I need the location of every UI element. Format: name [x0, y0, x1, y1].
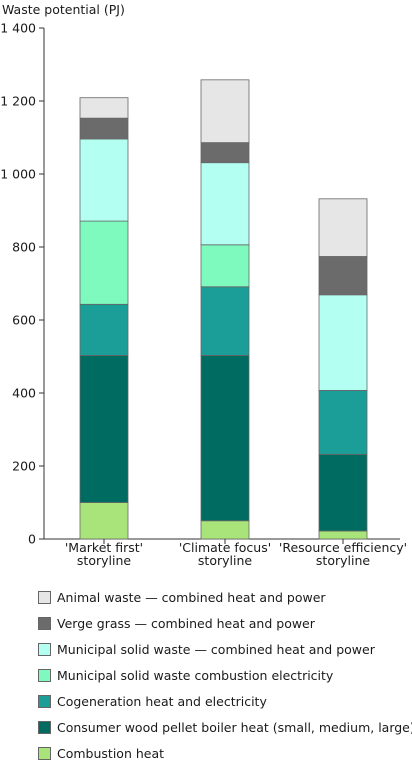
legend-label: Consumer wood pellet boiler heat (small,… — [57, 720, 412, 735]
y-tick-label: 200 — [12, 459, 36, 474]
x-tick-label: 'Market first' — [65, 540, 143, 555]
legend-item: Animal waste — combined heat and power — [38, 589, 410, 615]
x-tick-label: 'Climate focus' — [179, 540, 271, 555]
legend-label: Cogeneration heat and electricity — [57, 694, 267, 709]
legend-label: Verge grass — combined heat and power — [57, 616, 315, 631]
bar-segment — [318, 530, 368, 540]
legend-label: Municipal solid waste — combined heat an… — [57, 642, 375, 657]
bar-segment — [200, 244, 250, 288]
legend-swatch — [38, 591, 51, 604]
bar-segment — [200, 520, 250, 540]
legend-item: Municipal solid waste — combined heat an… — [38, 641, 410, 667]
bar-segment — [318, 390, 368, 455]
y-tick-label: 800 — [12, 240, 36, 255]
y-tick-label: 1 000 — [0, 167, 36, 182]
x-tick-label: storyline — [198, 553, 252, 568]
x-tick-label: 'Resource efficiency' — [279, 540, 407, 555]
bars — [79, 79, 368, 540]
bar-segment — [200, 79, 250, 144]
bar-segment — [79, 355, 129, 503]
legend-label: Animal waste — combined heat and power — [57, 590, 326, 605]
legend-swatch — [38, 669, 51, 682]
legend: Animal waste — combined heat and power Ve… — [38, 589, 412, 771]
bar-segment — [318, 256, 368, 296]
legend-swatch — [38, 695, 51, 708]
bar-segment — [79, 303, 129, 356]
y-tick-label: 0 — [28, 532, 36, 547]
legend-item: Municipal solid waste combustion electri… — [38, 667, 410, 693]
bar-segment — [200, 162, 250, 246]
bar-segment — [79, 117, 129, 140]
legend-swatch — [38, 747, 51, 760]
bar-segment — [200, 142, 250, 164]
legend-item: Cogeneration heat and electricity — [38, 693, 410, 719]
y-tick-label: 1 400 — [0, 21, 36, 36]
stacked-bar-chart: Waste potential (PJ) 0 200 400 600 800 1 000 1… — [0, 2, 407, 568]
bar-segment — [318, 453, 368, 532]
legend-swatch — [38, 643, 51, 656]
y-axis-label: Waste potential (PJ) — [2, 2, 125, 17]
legend-swatch — [38, 721, 51, 734]
bar-segment — [200, 286, 250, 356]
x-tick-label: storyline — [77, 553, 131, 568]
bar-segment — [79, 220, 129, 305]
legend-item: Verge grass — combined heat and power — [38, 615, 410, 641]
y-tick-label: 600 — [12, 313, 36, 328]
legend-label: Combustion heat — [57, 746, 165, 761]
legend-item: Combustion heat — [38, 745, 410, 771]
x-tick-label: storyline — [316, 553, 370, 568]
bar-segment — [79, 138, 129, 222]
bar-segment — [79, 502, 129, 540]
bar-segment — [318, 198, 368, 257]
legend-label: Municipal solid waste combustion electri… — [57, 668, 334, 683]
y-tick-label: 1 200 — [0, 94, 36, 109]
bar-segment — [200, 355, 250, 522]
bar-segment — [318, 294, 368, 391]
legend-swatch — [38, 617, 51, 630]
axes: 0 200 400 600 800 1 000 1 200 1 400 — [0, 21, 400, 547]
bar-segment — [79, 97, 129, 119]
legend-item: Consumer wood pellet boiler heat (small,… — [38, 719, 412, 745]
x-axis-labels: 'Market first'storyline'Climate focus'st… — [65, 539, 407, 568]
y-tick-label: 400 — [12, 386, 36, 401]
